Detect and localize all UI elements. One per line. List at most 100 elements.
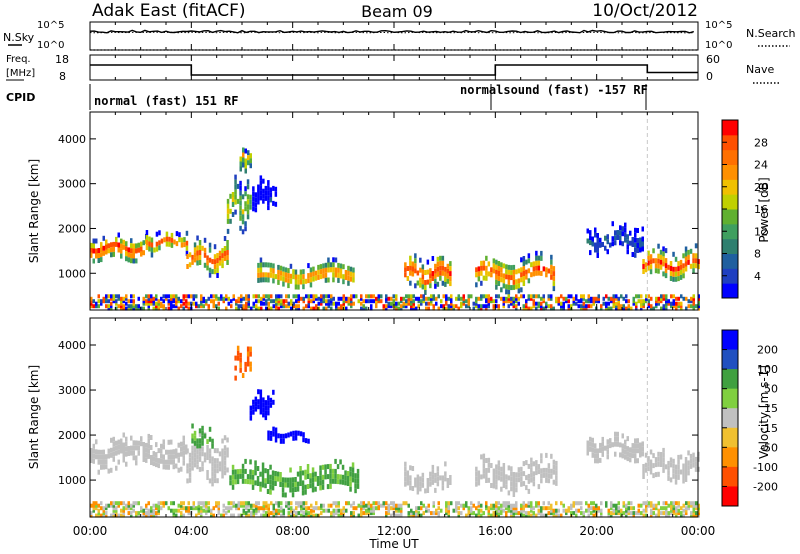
velocity-cell	[390, 513, 393, 518]
power-cell	[620, 294, 623, 299]
velocity-cell	[697, 508, 700, 513]
power-cell	[162, 306, 165, 311]
velocity-cell	[360, 503, 363, 508]
power-cell	[441, 260, 445, 266]
velocity-cell	[682, 478, 685, 484]
velocity-cell	[340, 513, 343, 518]
power-cell	[282, 266, 285, 272]
velocity-cell	[480, 508, 483, 513]
velocity-cell	[294, 430, 298, 436]
power-cell	[150, 301, 153, 306]
power-cell	[259, 257, 263, 263]
power-cell	[500, 296, 503, 301]
velocity-cell	[296, 481, 300, 487]
power-cell	[327, 304, 330, 309]
velocity-cell	[642, 508, 645, 513]
power-cell	[239, 190, 242, 196]
velocity-cell	[415, 511, 418, 516]
velocity-cell	[547, 463, 551, 469]
power-cell	[611, 221, 614, 227]
power-cell	[262, 294, 265, 299]
velocity-cell	[182, 506, 185, 511]
velocity-cell	[172, 459, 175, 465]
freq-lines	[90, 49, 698, 76]
power-cell	[679, 274, 683, 280]
power-cell	[127, 247, 130, 253]
velocity-cell	[257, 506, 260, 511]
power-cell	[695, 304, 698, 309]
velocity-cell	[560, 501, 563, 506]
velocity-cell	[336, 479, 340, 485]
velocity-colorbar-tick-label: 50	[764, 383, 778, 396]
power-cell	[444, 281, 447, 287]
power-cell	[319, 274, 323, 280]
power-cell	[685, 306, 688, 311]
velocity-cell	[326, 484, 330, 490]
velocity-cell	[594, 458, 597, 464]
power-cell	[155, 296, 158, 301]
velocity-cell	[530, 508, 533, 513]
power-cell	[445, 306, 448, 311]
power-cell	[147, 296, 150, 301]
velocity-cell	[152, 508, 155, 513]
power-cell	[669, 266, 673, 271]
velocity-cell	[530, 462, 533, 468]
velocity-cell	[530, 477, 533, 483]
power-cell	[135, 306, 138, 311]
velocity-cell	[188, 477, 192, 483]
velocity-cell	[186, 478, 189, 484]
velocity-cell	[404, 481, 407, 487]
velocity-cell	[217, 503, 220, 508]
velocity-cell	[346, 481, 350, 486]
power-cell	[450, 304, 453, 309]
velocity-cell	[502, 463, 506, 468]
power-cell	[400, 304, 403, 309]
velocity-cell	[227, 506, 230, 511]
power-cell	[672, 276, 675, 282]
power-cell	[636, 228, 639, 233]
velocity-cell	[152, 456, 155, 462]
velocity-cell	[132, 440, 135, 446]
power-cell	[294, 269, 298, 275]
velocity-cell	[695, 506, 698, 511]
power-cell	[610, 296, 613, 301]
velocity-cell	[354, 473, 357, 479]
velocity-cell	[515, 487, 518, 493]
velocity-cell	[447, 508, 450, 513]
velocity-cell	[652, 503, 655, 508]
velocity-cell	[417, 506, 420, 511]
velocity-cell	[221, 468, 224, 474]
velocity-cell	[502, 508, 505, 513]
power-cell	[158, 230, 161, 236]
power-cell	[697, 294, 700, 299]
power-cell	[410, 301, 413, 306]
velocity-cell	[349, 471, 352, 477]
power-cell	[142, 296, 145, 301]
power-cell	[425, 296, 428, 301]
velocity-cell	[634, 453, 637, 459]
velocity-cell	[267, 410, 270, 416]
power-cell	[395, 301, 398, 306]
velocity-cell	[419, 476, 422, 482]
power-cell	[500, 287, 503, 293]
velocity-cell	[312, 508, 315, 513]
power-cell	[392, 299, 395, 304]
velocity-cell	[252, 399, 255, 405]
power-cell	[342, 294, 345, 299]
velocity-cell	[400, 508, 403, 513]
power-cell	[287, 283, 290, 289]
velocity-cell	[262, 513, 265, 518]
cpid-segment-1: normal (fast) 151 RF	[94, 94, 239, 108]
power-cell	[231, 212, 235, 217]
velocity-colorbar-tick-label: -100	[753, 461, 778, 474]
power-cell	[100, 252, 103, 258]
velocity-cell	[600, 501, 603, 506]
power-cell	[220, 296, 223, 301]
velocity-cell	[320, 503, 323, 508]
velocity-cell	[327, 503, 330, 508]
velocity-cell	[197, 506, 200, 511]
power-cell	[244, 168, 247, 174]
power-cell	[158, 245, 161, 251]
velocity-cell	[360, 501, 363, 506]
velocity-cell	[495, 474, 498, 480]
